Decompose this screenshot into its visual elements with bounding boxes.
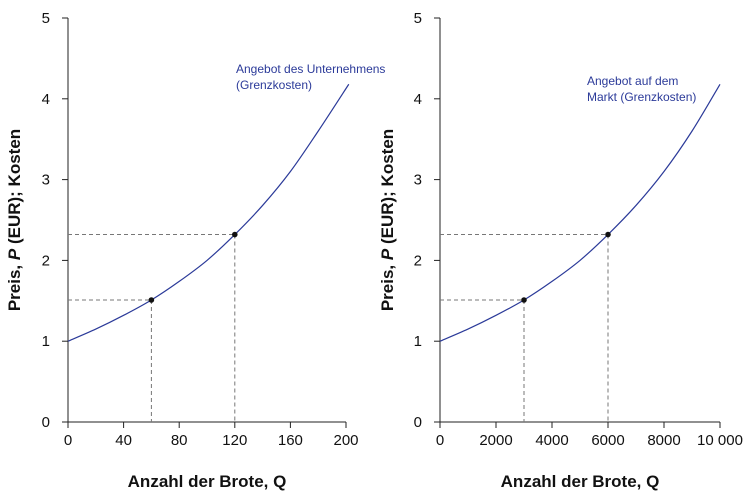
x-tick-label: 200 — [333, 432, 358, 449]
guide-line — [68, 299, 152, 422]
chart-right: 0 1 2 3 4 5 0 2000 4000 6000 8000 10 000 Anzahl der … — [378, 10, 743, 491]
y-axis-title-part: Preis, — [5, 260, 24, 311]
x-tick-label: 0 — [64, 432, 72, 449]
y-tick-label: 4 — [414, 91, 422, 108]
guide-line — [68, 234, 236, 422]
curve-annotation: Markt (Grenzkosten) — [587, 90, 696, 104]
y-axis-title-part: (EUR); Kosten — [378, 129, 397, 249]
y-tick-label: 5 — [414, 10, 422, 27]
supply-curve — [67, 83, 350, 342]
y-tick-label: 3 — [414, 172, 422, 189]
x-tick-label: 80 — [171, 432, 188, 449]
data-point — [232, 231, 238, 238]
x-tick-label: 4000 — [535, 432, 568, 449]
y-tick-label: 0 — [42, 414, 50, 431]
x-tick-label: 6000 — [591, 432, 624, 449]
data-point — [521, 297, 527, 303]
guide-line — [440, 234, 609, 422]
x-axis-title: Anzahl der Brote, Q — [128, 472, 287, 491]
data-point — [605, 231, 611, 238]
y-tick-label: 1 — [42, 333, 50, 350]
y-tick-label: 3 — [42, 172, 50, 189]
y-tick-label: 2 — [42, 252, 50, 269]
y-axis-title-part: Preis, — [378, 260, 397, 311]
y-tick-label: 2 — [414, 252, 422, 269]
x-tick-label: 120 — [222, 432, 247, 449]
supply-curve — [439, 83, 721, 342]
x-tick-label: 10 000 — [697, 432, 743, 449]
y-axis-title-part: P — [378, 248, 397, 260]
x-tick-label: 0 — [436, 432, 444, 449]
curve-annotation: (Grenzkosten) — [236, 78, 312, 92]
x-tick-label: 8000 — [647, 432, 680, 449]
x-tick-label: 40 — [115, 432, 132, 449]
x-tick-label: 160 — [278, 432, 303, 449]
y-tick-label: 0 — [414, 414, 422, 431]
x-tick-label: 2000 — [479, 432, 512, 449]
guide-line — [440, 299, 525, 422]
y-axis-title-part: (EUR); Kosten — [5, 129, 24, 249]
curve-annotation: Angebot des Unternehmens — [236, 62, 385, 76]
curve-annotation: Angebot auf dem — [587, 74, 678, 88]
y-tick-label: 4 — [42, 91, 50, 108]
y-axis-title: Preis, P (EUR); Kosten — [5, 129, 24, 311]
x-axis-title: Anzahl der Brote, Q — [501, 472, 660, 491]
y-axis-title-part: P — [5, 248, 24, 260]
y-tick-label: 5 — [42, 10, 50, 27]
chart-left: 0 1 2 3 4 5 0 40 80 120 160 200 Anzahl der Brote, Q P… — [5, 10, 385, 491]
data-point — [148, 297, 155, 303]
y-axis-title: Preis, P (EUR); Kosten — [378, 129, 397, 311]
y-tick-label: 1 — [414, 333, 422, 350]
